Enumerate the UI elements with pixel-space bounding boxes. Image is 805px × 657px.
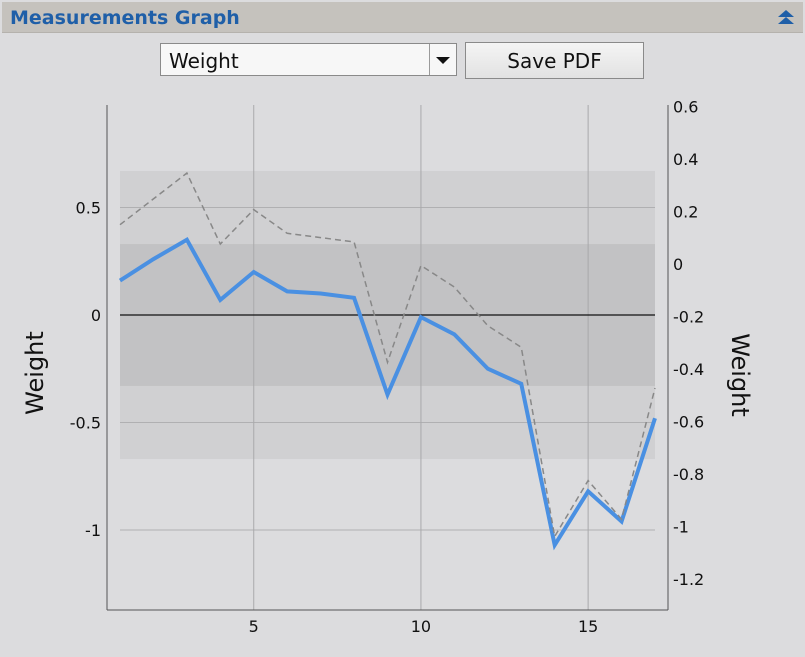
left-tick-label: -0.5 — [70, 414, 101, 433]
right-tick-label: -0.8 — [673, 465, 704, 484]
panel-header: Measurements Graph — [2, 2, 803, 33]
right-tick-label: -1.2 — [673, 570, 704, 589]
right-tick-label: -0.2 — [673, 308, 704, 327]
right-tick-label: 0 — [673, 255, 683, 274]
right-tick-label: 0.6 — [673, 98, 698, 117]
right-tick-label: -0.6 — [673, 413, 704, 432]
series-line-dashed — [119, 171, 656, 539]
x-tick-label: 10 — [411, 617, 431, 636]
series-line-solid — [118, 236, 657, 551]
right-tick-label: 0.2 — [673, 203, 698, 222]
right-axis-label: Weight — [726, 333, 754, 417]
x-tick-label: 5 — [249, 617, 259, 636]
measurement-select[interactable]: Weight — [160, 43, 457, 76]
right-tick-label: 0.4 — [673, 150, 698, 169]
left-tick-label: -1 — [85, 521, 101, 540]
double-chevron-up-icon[interactable] — [777, 9, 795, 25]
left-tick-label: 0.5 — [76, 199, 101, 218]
right-tick-label: -0.4 — [673, 360, 704, 379]
measurement-select-value: Weight — [169, 49, 239, 73]
panel-title: Measurements Graph — [10, 7, 240, 29]
save-pdf-button[interactable]: Save PDF — [465, 42, 644, 79]
left-tick-label: 0 — [91, 306, 101, 325]
x-tick-label: 15 — [578, 617, 598, 636]
triangle-down-icon[interactable] — [429, 44, 456, 75]
left-axis-label: Weight — [21, 331, 49, 415]
right-tick-label: -1 — [673, 518, 689, 537]
